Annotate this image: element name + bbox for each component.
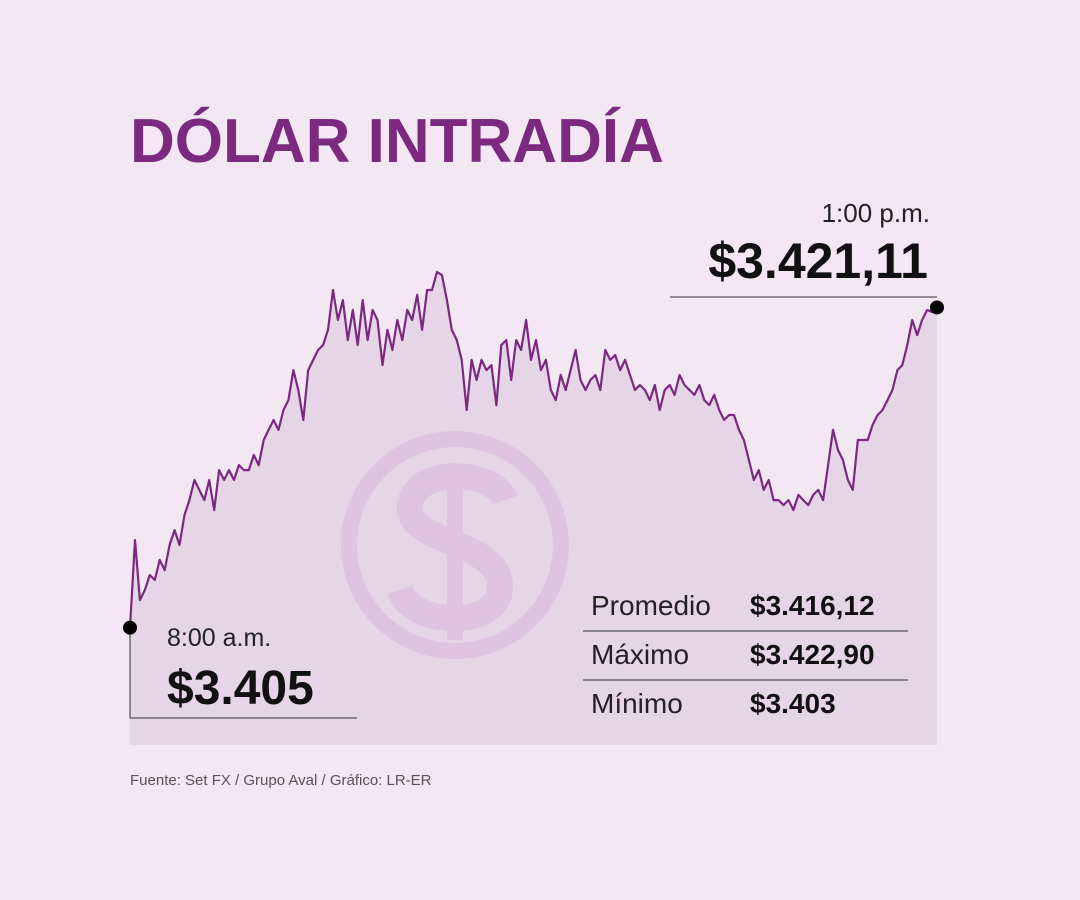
end-point	[930, 300, 944, 315]
area	[130, 271, 937, 745]
source: Fuente: Set FX / Grupo Aval / Gráfico: L…	[130, 772, 432, 789]
stat-value: $3.416,12	[750, 590, 875, 621]
start-time: 8:00 a.m.	[167, 624, 271, 652]
annotations: 8:00 a.m. $3.405 1:00 p.m. $3.421,11 Promedi…	[123, 198, 944, 719]
end-time: 1:00 p.m.	[822, 198, 930, 228]
stat-value: $3.403	[750, 688, 836, 719]
start-leader	[129, 627, 357, 719]
stat-label: Máximo	[591, 639, 689, 670]
dollar-watermark	[341, 431, 569, 659]
plot-area	[128, 270, 938, 745]
chart-title: DÓLAR INTRADÍA	[130, 107, 664, 176]
start-value: $3.405	[167, 662, 314, 715]
start-point	[123, 620, 137, 635]
line	[128, 270, 938, 628]
stat-label: Promedio	[591, 590, 711, 621]
end-value: $3.421,11	[708, 233, 928, 289]
watermark-ring	[341, 431, 569, 659]
stat-label: Mínimo	[591, 688, 683, 719]
stat-value: $3.422,90	[750, 639, 875, 670]
